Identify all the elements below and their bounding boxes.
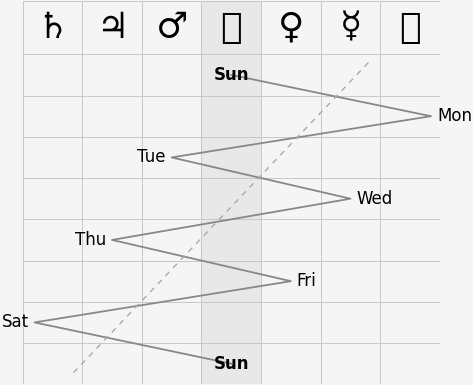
Text: Sat: Sat <box>1 313 28 331</box>
Text: Sun: Sun <box>213 66 249 84</box>
Text: ☉: ☉ <box>220 10 242 45</box>
Text: Fri: Fri <box>297 272 316 290</box>
Text: Tue: Tue <box>137 149 166 166</box>
Bar <box>201 1 261 384</box>
Text: ♃: ♃ <box>96 10 128 45</box>
Text: ☿: ☿ <box>340 10 361 45</box>
Text: Mon: Mon <box>437 107 472 125</box>
Text: ♂: ♂ <box>156 10 188 45</box>
Text: Sun: Sun <box>213 355 249 373</box>
Text: Thu: Thu <box>75 231 106 249</box>
Text: Wed: Wed <box>357 190 393 208</box>
Text: ☽: ☽ <box>399 10 421 45</box>
Text: ♀: ♀ <box>278 10 304 45</box>
Text: ♄: ♄ <box>36 10 69 45</box>
